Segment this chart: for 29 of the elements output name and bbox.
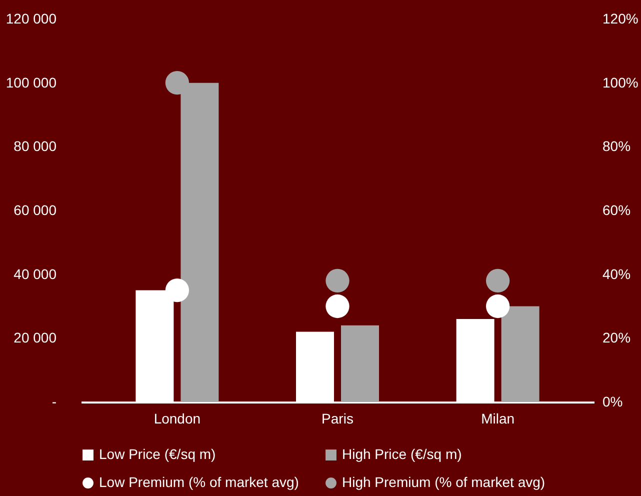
legend-label: Low Price (€/sq m) xyxy=(99,446,216,462)
y2-tick-label: 0% xyxy=(602,394,623,410)
point xyxy=(165,71,190,95)
x-tick-label: Milan xyxy=(481,410,515,426)
point xyxy=(486,268,510,293)
y-tick-label: 80 000 xyxy=(14,138,57,154)
x-tick-label: Paris xyxy=(322,410,354,426)
y-tick-label: 120 000 xyxy=(6,10,57,26)
legend-label: High Premium (% of market avg) xyxy=(342,474,546,490)
y-tick-label: 100 000 xyxy=(6,74,57,90)
y2-tick-label: 100% xyxy=(602,74,638,90)
bar xyxy=(341,325,379,402)
y-tick-label: 40 000 xyxy=(14,266,57,282)
y2-tick-label: 60% xyxy=(602,202,631,218)
legend-label: High Price (€/sq m) xyxy=(342,446,462,462)
point xyxy=(486,294,510,318)
point xyxy=(326,268,350,293)
point xyxy=(326,294,350,318)
y2-tick-label: 40% xyxy=(602,266,631,282)
y2-tick-label: 80% xyxy=(602,138,631,154)
legend-label: Low Premium (% of market avg) xyxy=(99,474,299,490)
y-tick-label: 60 000 xyxy=(14,202,57,218)
bar xyxy=(501,306,540,402)
point xyxy=(165,278,190,302)
y-tick-label: - xyxy=(52,394,57,410)
y2-tick-label: 20% xyxy=(602,330,631,346)
x-tick-label: London xyxy=(154,410,201,426)
y2-tick-label: 120% xyxy=(602,10,638,26)
y-tick-label: 20 000 xyxy=(14,330,57,346)
